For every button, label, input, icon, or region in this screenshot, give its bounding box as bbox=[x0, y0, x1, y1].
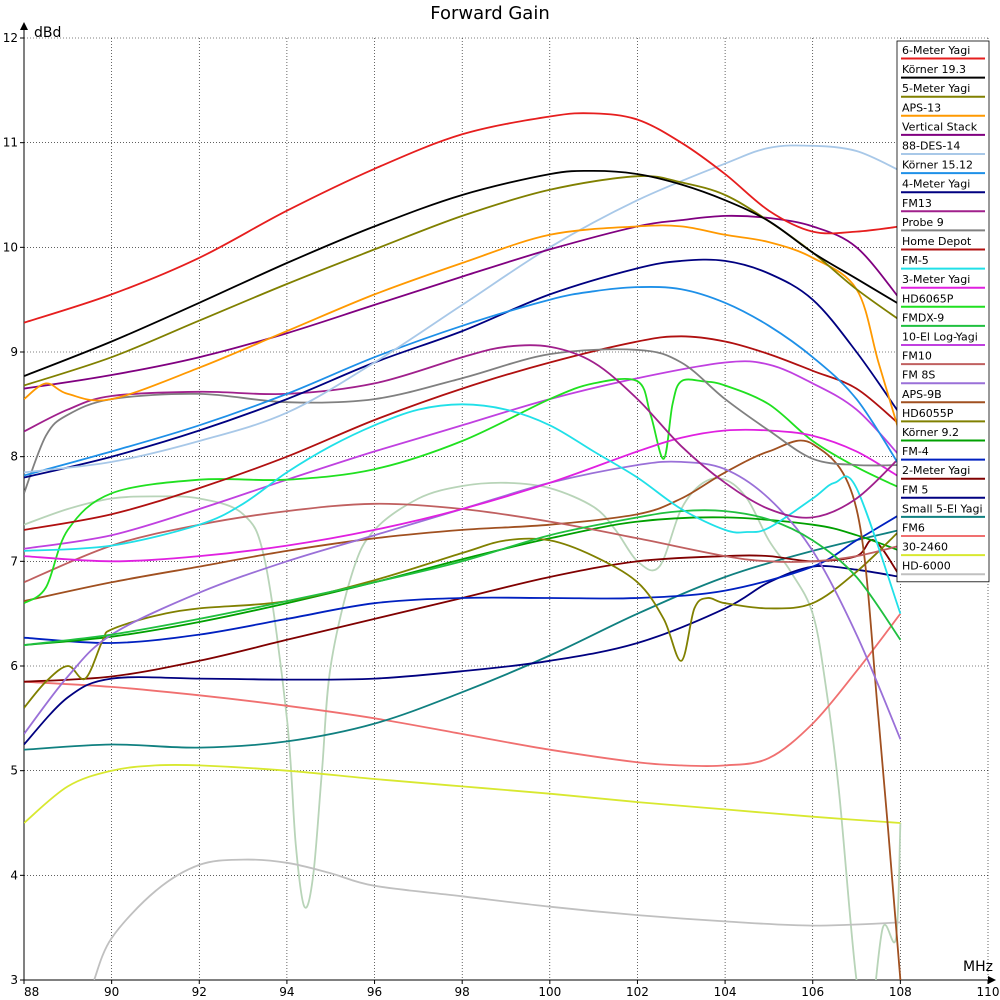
series-line-hd-6000 bbox=[93, 858, 901, 980]
series-line-hd6065p bbox=[24, 377, 901, 604]
x-tick-label: 110 bbox=[977, 985, 1000, 999]
series-line-fm13 bbox=[24, 344, 902, 519]
x-tick-label: 90 bbox=[104, 985, 119, 999]
y-tick-label: 7 bbox=[10, 554, 18, 568]
legend-label: 4-Meter Yagi bbox=[902, 178, 970, 191]
legend-label: FM6 bbox=[902, 522, 925, 535]
x-tick-label: 88 bbox=[24, 985, 39, 999]
legend-label: HD-6000 bbox=[902, 560, 951, 573]
x-tick-label: 98 bbox=[455, 985, 470, 999]
series-line-fm-5 bbox=[24, 403, 902, 614]
series-line-probe-9 bbox=[24, 348, 901, 494]
y-tick-label: 5 bbox=[10, 764, 18, 778]
legend-label: 30-2460 bbox=[902, 541, 948, 554]
x-axis-arrow bbox=[988, 976, 996, 984]
legend-label: 6-Meter Yagi bbox=[902, 44, 970, 57]
series-line-3-meter-yagi bbox=[24, 428, 901, 563]
legend-label: FM10 bbox=[902, 350, 932, 363]
series-line-small-5-el-yagi bbox=[24, 529, 901, 751]
legend-label: APS-13 bbox=[902, 101, 941, 114]
y-axis-label: dBd bbox=[34, 25, 61, 41]
legend-label: 5-Meter Yagi bbox=[902, 82, 970, 95]
legend-label: FMDX-9 bbox=[902, 311, 944, 324]
legend-label: Körner 19.3 bbox=[902, 63, 966, 76]
x-tick-label: 102 bbox=[626, 985, 649, 999]
legend-label: APS-9B bbox=[902, 388, 942, 401]
series-line-fm6 bbox=[24, 613, 902, 768]
y-tick-label: 11 bbox=[3, 136, 18, 150]
legend-label: Körner 9.2 bbox=[902, 426, 959, 439]
series-line-6-meter-yagi bbox=[24, 112, 901, 324]
x-tick-label: 108 bbox=[889, 985, 912, 999]
series-line-fmdx-9 bbox=[24, 509, 902, 646]
legend-label: FM 8S bbox=[902, 369, 935, 382]
legend-label: HD6065P bbox=[902, 292, 954, 305]
y-axis-arrow bbox=[20, 22, 28, 30]
series-line-fm-5 bbox=[24, 565, 901, 746]
y-tick-label: 3 bbox=[10, 973, 18, 987]
series-line-k-rner-15-12 bbox=[24, 286, 902, 477]
legend-label: FM-5 bbox=[902, 254, 929, 267]
legend-label: FM 5 bbox=[902, 483, 928, 496]
x-tick-label: 96 bbox=[367, 985, 382, 999]
legend-label: HD6055P bbox=[902, 407, 954, 420]
y-tick-label: 8 bbox=[10, 450, 18, 464]
series-line-home-depot bbox=[24, 335, 901, 531]
y-tick-label: 10 bbox=[3, 240, 18, 254]
legend-label: Small 5-El Yagi bbox=[902, 502, 983, 515]
series-line-aps-13 bbox=[24, 224, 902, 436]
chart-title: Forward Gain bbox=[430, 3, 550, 24]
legend-box bbox=[896, 40, 990, 583]
axes: 88 90 92 94 96 98 100 102 104 106 108 110 3 4 5 6 7 8 9 10 1… bbox=[3, 22, 1000, 999]
series-line-88-des-14 bbox=[24, 144, 901, 474]
y-tick-label: 12 bbox=[3, 31, 18, 45]
series-line-30-2460 bbox=[24, 763, 901, 824]
legend-label: FM-4 bbox=[902, 445, 929, 458]
series-line-aps-9b bbox=[24, 439, 902, 980]
series-line-10-el-log-yagi bbox=[24, 360, 902, 550]
legend-label: Körner 15.12 bbox=[902, 159, 973, 172]
legend-label: 10-El Log-Yagi bbox=[902, 331, 978, 344]
series-line-fm-4 bbox=[24, 513, 901, 644]
legend: 6-Meter Yagi Körner 19.3 5-Meter Yagi APS-1… bbox=[896, 40, 990, 583]
legend-label: 88-DES-14 bbox=[902, 140, 960, 153]
legend-label: Vertical Stack bbox=[902, 120, 978, 133]
legend-label: FM13 bbox=[902, 197, 932, 210]
series-lines bbox=[24, 112, 902, 980]
series-line-vertical-stack bbox=[24, 214, 902, 390]
x-tick-label: 106 bbox=[801, 985, 824, 999]
y-tick-label: 4 bbox=[10, 868, 18, 882]
legend-label: 3-Meter Yagi bbox=[902, 273, 970, 286]
series-line-4-meter-yagi bbox=[24, 258, 902, 479]
x-axis-label: MHz bbox=[963, 959, 993, 975]
legend-label: Probe 9 bbox=[902, 216, 944, 229]
x-tick-label: 104 bbox=[714, 985, 737, 999]
legend-label: Home Depot bbox=[902, 235, 972, 248]
y-tick-label: 6 bbox=[10, 659, 18, 673]
series-line-k-rner-19-3 bbox=[24, 169, 901, 377]
y-tick-label: 9 bbox=[10, 345, 18, 359]
x-tick-label: 92 bbox=[192, 985, 207, 999]
series-line-unnamed bbox=[24, 477, 902, 980]
x-tick-label: 94 bbox=[279, 985, 294, 999]
x-tick-label: 100 bbox=[538, 985, 561, 999]
legend-label: 2-Meter Yagi bbox=[902, 464, 970, 477]
